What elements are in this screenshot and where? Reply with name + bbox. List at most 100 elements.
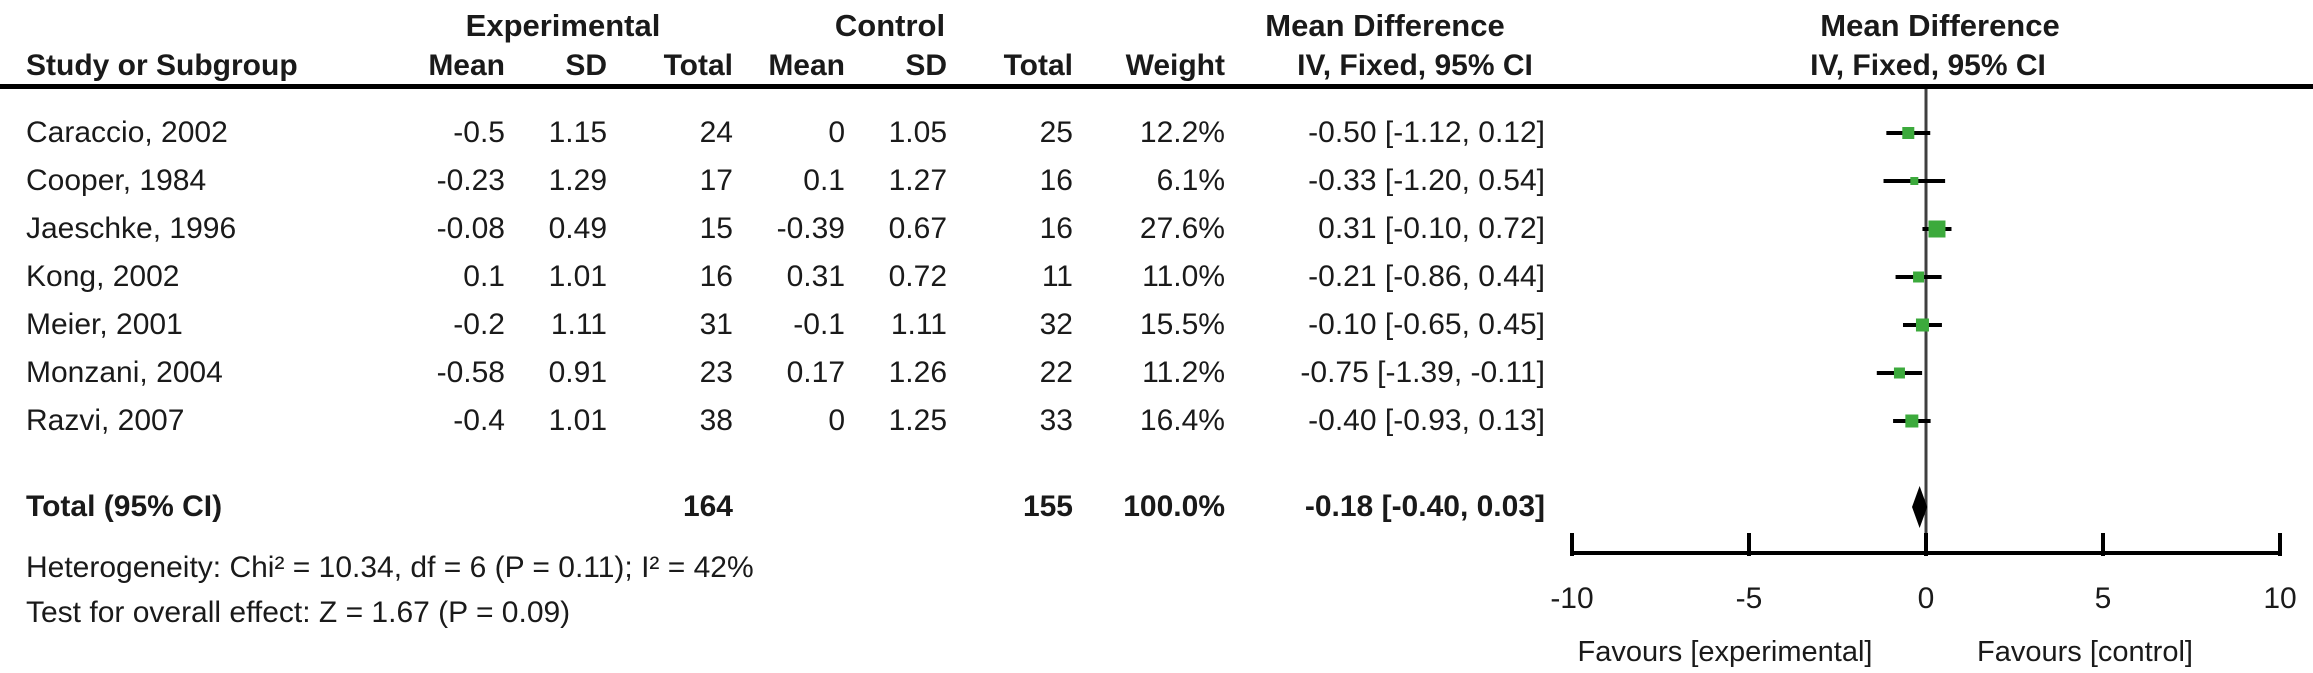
effect-square <box>1913 271 1925 283</box>
effect-square <box>1902 127 1915 139</box>
effect-header-table: Mean Difference <box>1265 8 1505 43</box>
col-header-ci-plot: IV, Fixed, 95% CI <box>1810 49 2046 82</box>
cell-weight: 15.5% <box>1139 308 1225 341</box>
header-underline <box>0 84 2313 89</box>
favours-right-label: Favours [control] <box>1977 636 2193 668</box>
cell-ci: -0.40 [-0.93, 0.13] <box>1308 404 1545 437</box>
cell-ci: -0.33 [-1.20, 0.54] <box>1308 164 1545 197</box>
col-header-weight: Weight <box>1125 49 1225 82</box>
cell-weight: 16.4% <box>1139 404 1225 437</box>
total-diamond <box>1912 486 1928 528</box>
cell-ctrl-total: 32 <box>1039 308 1073 341</box>
group-header-control: Control <box>834 8 946 43</box>
cell-exp-sd: 0.49 <box>548 212 607 245</box>
cell-weight: 12.2% <box>1139 116 1225 149</box>
effect-square <box>1905 414 1919 428</box>
col-header-exp-mean: Mean <box>428 49 505 82</box>
effect-square <box>1910 177 1919 185</box>
cell-ctrl-mean: 0 <box>828 116 845 149</box>
cell-weight: 27.6% <box>1139 212 1225 245</box>
col-header-ctrl-sd: SD <box>905 49 947 82</box>
effect-header-plot: Mean Difference <box>1820 8 2060 43</box>
column-header-row: Study or Subgroup Mean SD Total Mean SD … <box>0 42 2313 90</box>
cell-exp-mean: -0.4 <box>453 404 505 437</box>
cell-exp-total: 15 <box>699 212 733 245</box>
effect-square <box>1893 367 1905 379</box>
total-ci: -0.18 [-0.40, 0.03] <box>1304 490 1545 523</box>
group-header-experimental: Experimental <box>465 8 661 43</box>
cell-exp-total: 31 <box>699 308 733 341</box>
cell-exp-mean: -0.58 <box>436 356 505 389</box>
cell-ctrl-sd: 0.67 <box>888 212 947 245</box>
axis-tick-label: -5 <box>1736 582 1763 615</box>
cell-exp-mean: -0.08 <box>436 212 505 245</box>
study-name: Kong, 2002 <box>26 260 180 293</box>
study-name: Jaeschke, 1996 <box>26 212 237 245</box>
col-header-ci: IV, Fixed, 95% CI <box>1297 49 1533 82</box>
cell-ctrl-total: 16 <box>1039 212 1073 245</box>
table-row: Razvi, 2007 -0.4 1.01 38 0 1.25 33 16.4% -0.40 [… <box>0 397 2313 445</box>
cell-ctrl-sd: 1.27 <box>888 164 947 197</box>
cell-exp-total: 38 <box>699 404 733 437</box>
total-exp-n: 164 <box>682 490 733 523</box>
table-row: Kong, 2002 0.1 1.01 16 0.31 0.72 11 11.0% -0.21 … <box>0 253 2313 301</box>
axis-tick-label: -10 <box>1550 582 1593 615</box>
cell-exp-sd: 1.11 <box>550 308 607 341</box>
cell-exp-mean: -0.2 <box>453 308 505 341</box>
cell-exp-sd: 1.01 <box>548 404 607 437</box>
axis-tick-label: 10 <box>2263 582 2296 615</box>
study-name: Meier, 2001 <box>26 308 183 341</box>
axis-tick-label: 0 <box>1918 582 1935 615</box>
cell-weight: 6.1% <box>1156 164 1225 197</box>
cell-exp-total: 24 <box>699 116 733 149</box>
cell-ctrl-mean: -0.39 <box>776 212 845 245</box>
cell-ctrl-mean: 0.1 <box>803 164 845 197</box>
overall-effect-stats: Test for overall effect: Z = 1.67 (P = 0… <box>26 596 571 629</box>
cell-ctrl-sd: 1.26 <box>888 356 947 389</box>
study-name: Monzani, 2004 <box>26 356 223 389</box>
table-row: Monzani, 2004 -0.58 0.91 23 0.17 1.26 22 11.2% -… <box>0 349 2313 397</box>
total-label: Total (95% CI) <box>26 490 223 523</box>
col-header-study: Study or Subgroup <box>26 49 298 82</box>
col-header-ctrl-mean: Mean <box>768 49 845 82</box>
cell-ci: -0.10 [-0.65, 0.45] <box>1308 308 1545 341</box>
cell-exp-total: 23 <box>699 356 733 389</box>
cell-ci: -0.50 [-1.12, 0.12] <box>1308 116 1545 149</box>
cell-weight: 11.0% <box>1142 260 1225 293</box>
study-name: Cooper, 1984 <box>26 164 207 197</box>
cell-ctrl-mean: 0 <box>828 404 845 437</box>
table-row: Jaeschke, 1996 -0.08 0.49 15 -0.39 0.67 16 27.6… <box>0 205 2313 253</box>
cell-ctrl-sd: 1.05 <box>888 116 947 149</box>
axis-tick-label: 5 <box>2095 582 2112 615</box>
cell-ci: -0.75 [-1.39, -0.11] <box>1300 356 1545 389</box>
cell-ctrl-total: 22 <box>1039 356 1073 389</box>
table-row: Meier, 2001 -0.2 1.11 31 -0.1 1.11 32 15.5% -0.1… <box>0 301 2313 349</box>
cell-weight: 11.2% <box>1142 356 1225 389</box>
col-header-exp-sd: SD <box>565 49 607 82</box>
effect-square <box>1928 220 1946 238</box>
cell-ctrl-total: 25 <box>1039 116 1073 149</box>
cell-ctrl-mean: 0.17 <box>786 356 845 389</box>
col-header-ctrl-total: Total <box>1003 49 1073 82</box>
cell-ctrl-mean: 0.31 <box>786 260 845 293</box>
cell-ctrl-total: 16 <box>1039 164 1073 197</box>
cell-exp-sd: 1.15 <box>548 116 607 149</box>
cell-exp-total: 17 <box>699 164 733 197</box>
cell-exp-total: 16 <box>699 260 733 293</box>
heterogeneity-stats: Heterogeneity: Chi² = 10.34, df = 6 (P =… <box>26 551 754 584</box>
study-name: Razvi, 2007 <box>26 404 185 437</box>
total-row: Total (95% CI) 164 155 100.0% -0.18 [-0.… <box>0 483 2313 531</box>
cell-exp-sd: 0.91 <box>548 356 607 389</box>
study-name: Caraccio, 2002 <box>26 116 228 149</box>
total-ctrl-n: 155 <box>1022 490 1073 523</box>
cell-ctrl-mean: -0.1 <box>793 308 845 341</box>
cell-ctrl-sd: 1.25 <box>888 404 947 437</box>
total-weight: 100.0% <box>1123 490 1225 523</box>
cell-ci: 0.31 [-0.10, 0.72] <box>1318 212 1545 245</box>
table-row: Cooper, 1984 -0.23 1.29 17 0.1 1.27 16 6.1% -0.3… <box>0 157 2313 205</box>
cell-ctrl-total: 33 <box>1039 404 1073 437</box>
cell-ci: -0.21 [-0.86, 0.44] <box>1308 260 1545 293</box>
cell-ctrl-total: 11 <box>1041 260 1073 293</box>
